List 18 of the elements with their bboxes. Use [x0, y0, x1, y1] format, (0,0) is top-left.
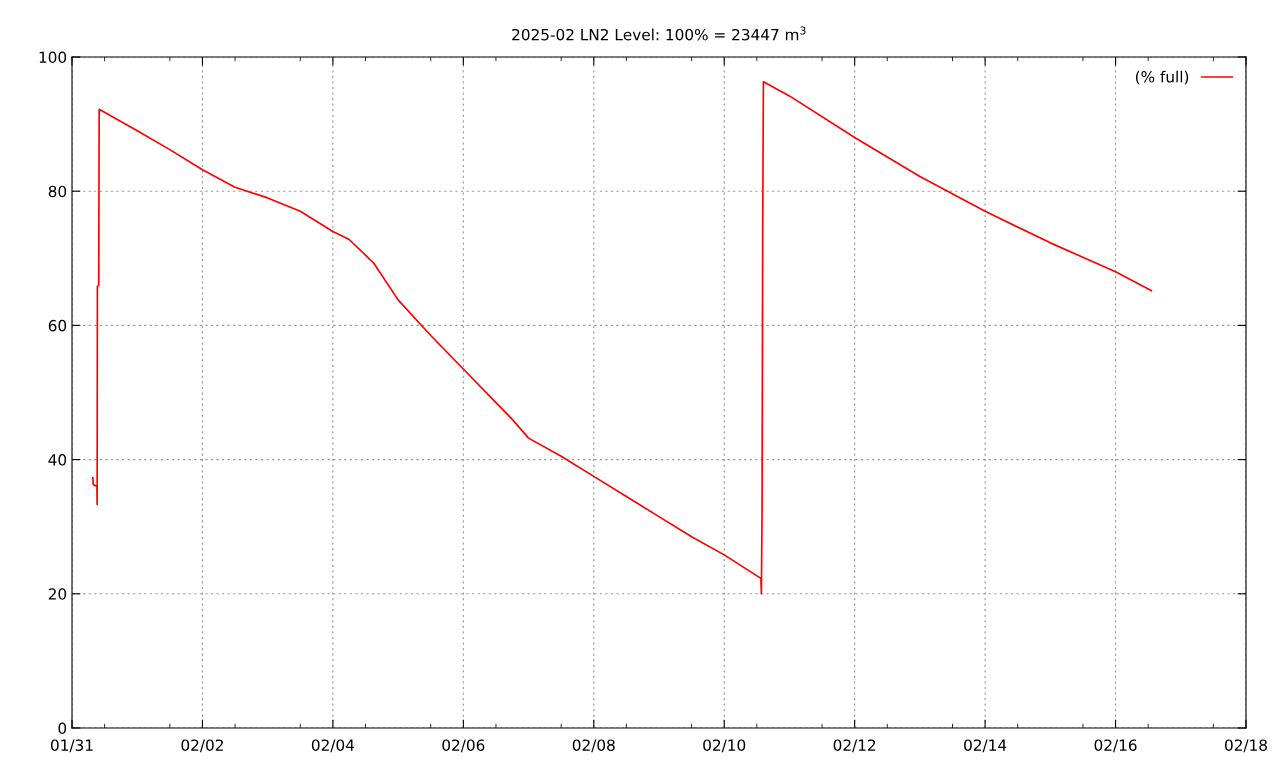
- y-tick-label: 20: [48, 588, 67, 600]
- x-tick-label: 02/18: [1224, 739, 1267, 753]
- x-tick-label: 02/06: [442, 739, 485, 753]
- x-tick-label: 02/10: [703, 739, 746, 753]
- y-tick-label: 0: [58, 722, 67, 735]
- x-tick-label: 02/02: [181, 739, 223, 753]
- y-tick-label: 60: [48, 319, 67, 332]
- x-tick-label: 02/04: [311, 739, 355, 753]
- y-tick-label: 80: [48, 185, 67, 198]
- x-tick-label: 01/31: [50, 739, 93, 753]
- y-tick-label: 40: [48, 454, 67, 466]
- x-tick-label: 02/08: [572, 739, 615, 753]
- x-tick-label: 02/16: [1094, 739, 1137, 753]
- y-tick-label: 100: [39, 51, 67, 64]
- x-tick-label: 02/14: [964, 739, 1007, 753]
- chart-title: 2025-02 LN2 Level: 100% = 23447 m$^{3}$: [512, 26, 806, 41]
- x-tick-label: 02/12: [833, 739, 876, 753]
- legend-label: (% full): [1135, 70, 1189, 85]
